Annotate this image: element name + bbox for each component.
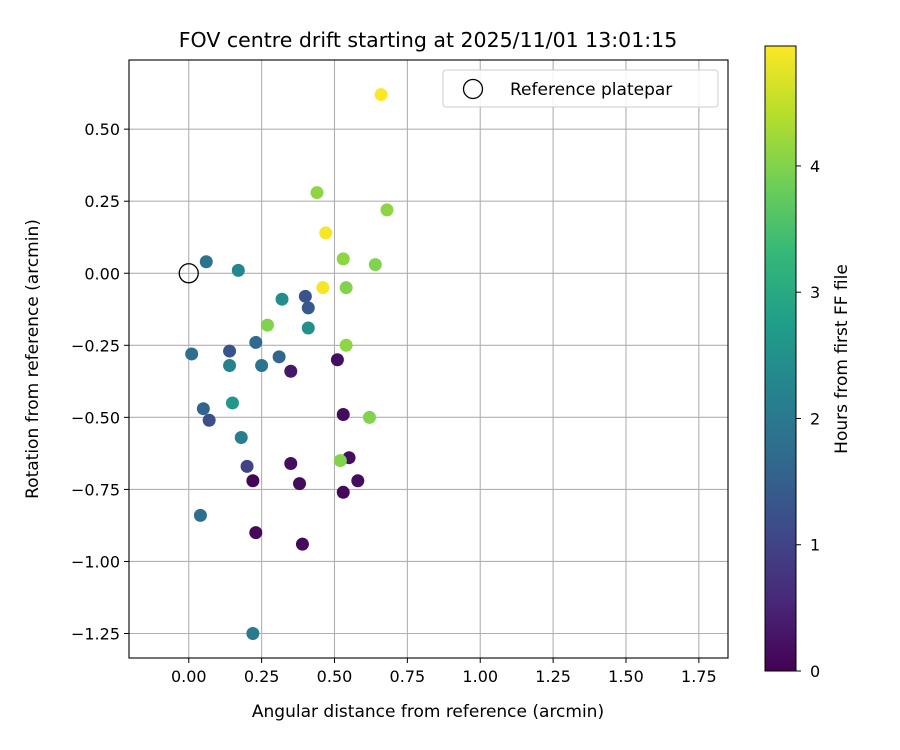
data-point: [240, 459, 254, 473]
colorbar-gradient: [764, 45, 797, 672]
data-point: [339, 281, 353, 295]
y-tick-label: 0.25: [84, 192, 120, 211]
colorbar-tick-label: 0: [810, 662, 820, 681]
colorbar: 0 1 2 3 4 Hours from first FF file: [764, 45, 852, 681]
reference-platepar-marker: [178, 263, 199, 284]
legend: Reference platepar: [442, 69, 719, 108]
data-point: [284, 456, 298, 470]
grid-layer: [129, 60, 728, 658]
data-point: [249, 526, 263, 540]
plot-frame: [128, 59, 729, 659]
data-point: [272, 350, 286, 364]
data-point: [202, 413, 216, 427]
legend-label: Reference platepar: [510, 80, 672, 100]
data-point: [295, 537, 309, 551]
x-tick-label: 1.50: [608, 667, 644, 686]
colorbar-tick-label: 3: [810, 283, 820, 302]
chart-title: FOV centre drift starting at 2025/11/01 …: [179, 28, 678, 52]
colorbar-label: Hours from first FF file: [832, 264, 852, 454]
data-point: [223, 344, 237, 358]
colorbar-ticks: 0 1 2 3 4: [796, 157, 820, 681]
x-tick-label: 1.25: [535, 667, 571, 686]
data-point: [223, 358, 237, 372]
y-tick-label: 0.00: [84, 264, 120, 283]
y-axis-title: Rotation from reference (arcmin): [23, 219, 43, 499]
data-point: [380, 203, 394, 217]
data-point: [249, 335, 263, 349]
data-point: [339, 338, 353, 352]
x-tick-label: 0.25: [244, 667, 280, 686]
data-point: [351, 474, 365, 488]
data-point: [246, 474, 260, 488]
y-tick-label: 0.50: [84, 120, 120, 139]
data-point: [319, 226, 333, 240]
data-point: [336, 485, 350, 499]
colorbar-tick-label: 1: [810, 536, 820, 555]
x-tick-label: 1.75: [681, 667, 717, 686]
data-point: [185, 347, 199, 361]
data-point: [199, 255, 213, 269]
y-tick-label: −0.25: [71, 336, 120, 355]
data-point: [234, 431, 248, 445]
data-point: [255, 358, 269, 372]
ticks-layer: 0.00 0.25 0.50 0.75 1.00 1.25 1.50 1.75 0.50 0.25…: [71, 120, 717, 686]
y-tick-label: −1.00: [71, 552, 120, 571]
legend-reference-marker: [462, 78, 484, 100]
points-layer: [185, 88, 394, 641]
data-point: [231, 263, 245, 277]
data-point: [301, 321, 315, 335]
data-point: [196, 402, 210, 416]
data-point: [330, 353, 344, 367]
data-point: [374, 88, 388, 102]
colorbar-tick-label: 4: [810, 157, 820, 176]
data-point: [260, 318, 274, 332]
data-point: [225, 396, 239, 410]
data-point: [284, 364, 298, 378]
data-point: [301, 301, 315, 315]
x-tick-label: 0.00: [171, 667, 207, 686]
data-point: [362, 410, 376, 424]
data-point: [193, 508, 207, 522]
data-point: [316, 281, 330, 295]
x-tick-label: 0.50: [317, 667, 353, 686]
reference-layer: [178, 263, 199, 284]
data-point: [293, 477, 307, 491]
data-point: [336, 252, 350, 266]
data-point: [310, 186, 324, 200]
data-point: [333, 454, 347, 468]
data-point: [336, 407, 350, 421]
data-point: [368, 258, 382, 272]
x-tick-label: 1.00: [462, 667, 498, 686]
y-tick-label: −0.75: [71, 480, 120, 499]
x-axis-title: Angular distance from reference (arcmin): [252, 702, 604, 722]
legend-box: [442, 69, 719, 108]
y-tick-label: −1.25: [71, 625, 120, 644]
x-tick-label: 0.75: [390, 667, 426, 686]
data-point: [298, 289, 312, 303]
colorbar-tick-label: 2: [810, 409, 820, 428]
data-point: [275, 292, 289, 306]
y-tick-label: −0.50: [71, 408, 120, 427]
data-point: [246, 627, 260, 641]
